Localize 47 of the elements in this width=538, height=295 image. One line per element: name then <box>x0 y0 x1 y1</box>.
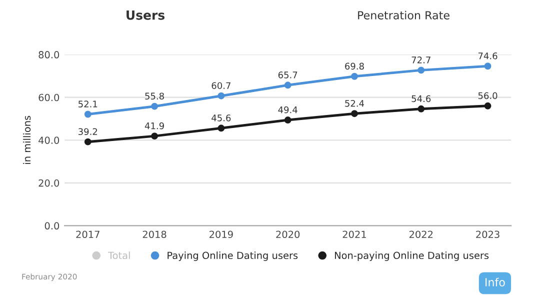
x-tick-label: 2019 <box>210 230 233 238</box>
y-tick-label: 80.0 <box>38 51 60 58</box>
x-tick-label: 2022 <box>409 230 433 238</box>
point <box>284 116 292 124</box>
y-tick-label: 60.0 <box>38 94 60 102</box>
data-label: 41.9 <box>144 122 164 130</box>
data-label: 54.6 <box>412 95 431 102</box>
point <box>218 92 225 100</box>
data-label: 55.8 <box>145 92 164 100</box>
chart-title: Users <box>126 10 165 20</box>
data-label: 39.2 <box>78 128 98 136</box>
legend-label: Total <box>108 252 130 260</box>
data-label: 74.6 <box>478 52 498 60</box>
x-tick-label: 2020 <box>276 230 300 238</box>
point <box>351 72 358 80</box>
data-label: 49.4 <box>278 106 298 114</box>
data-label: 52.4 <box>345 100 364 107</box>
data-label: 65.7 <box>278 72 298 78</box>
point <box>484 102 492 110</box>
data-label: 69.8 <box>345 62 364 70</box>
legend-label: Paying Online Dating users <box>168 252 298 261</box>
point <box>484 62 492 70</box>
y-tick-label: 0.0 <box>44 222 60 230</box>
x-tick-label: 2021 <box>342 230 366 238</box>
text: Penetration Rate <box>358 10 450 20</box>
data-label: 72.7 <box>412 56 430 64</box>
y-tick-label: 40.0 <box>38 136 60 144</box>
text: Info <box>486 278 505 286</box>
point <box>151 132 158 140</box>
point <box>84 110 92 118</box>
point <box>151 102 158 110</box>
y-axis-title: in millions <box>23 116 31 164</box>
point <box>84 138 92 146</box>
point <box>284 82 292 89</box>
point <box>218 124 225 132</box>
data-label: 45.6 <box>212 114 231 122</box>
legend-label: Non-paying Online Dating users <box>334 252 489 261</box>
data-label: 60.7 <box>212 82 230 90</box>
point <box>418 66 425 74</box>
point <box>418 105 425 112</box>
x-tick-label: 2017 <box>76 230 100 238</box>
y-tick-label: 20.0 <box>38 179 60 187</box>
point <box>351 110 358 118</box>
x-tick-label: 2018 <box>142 230 166 238</box>
data-label: 56.0 <box>478 92 498 100</box>
x-tick-label: 2023 <box>476 230 500 238</box>
data-label: 52.1 <box>78 100 98 108</box>
